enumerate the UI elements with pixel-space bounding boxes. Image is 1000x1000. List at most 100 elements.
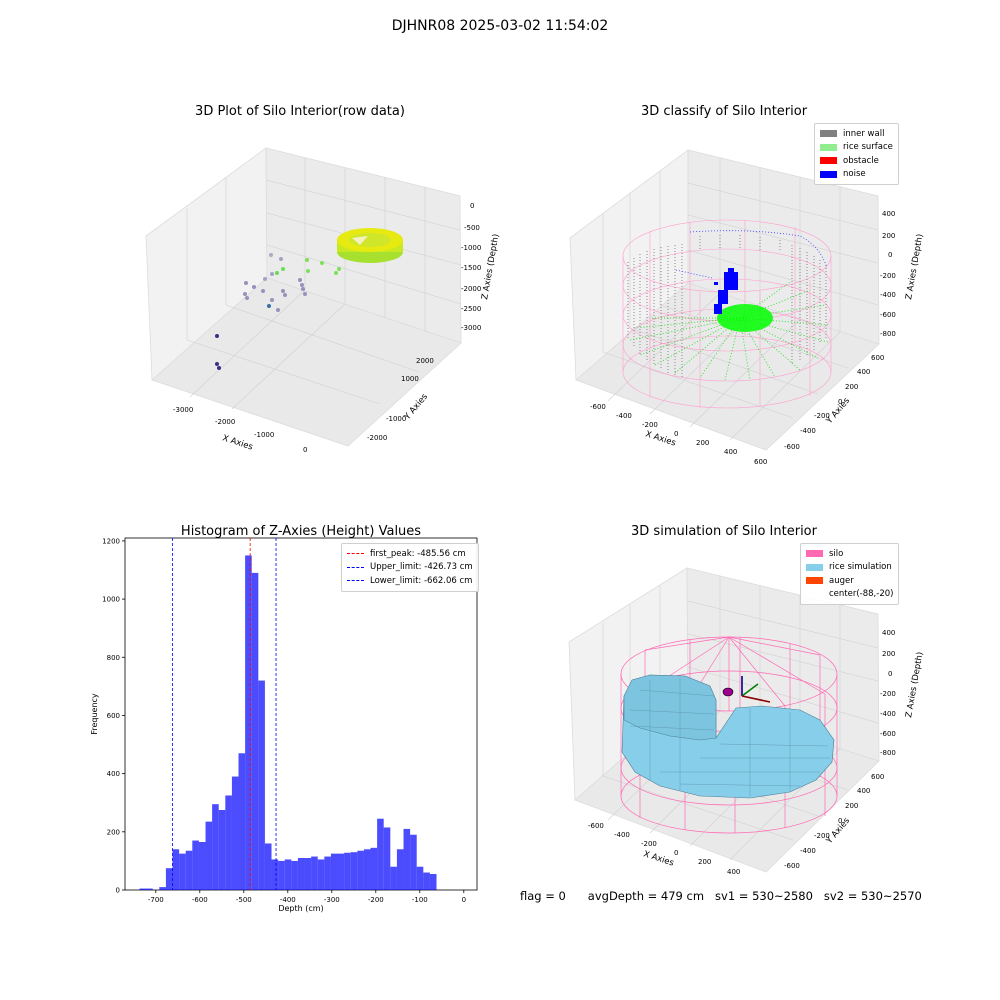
raw-x-tick: -3000 (173, 406, 193, 414)
classify-x-tick: 400 (724, 448, 737, 456)
simulation-plot-title: 3D simulation of Silo Interior (631, 524, 817, 539)
histogram-bar (317, 859, 325, 890)
classify-legend: inner wall rice surface obstacle noise (814, 123, 899, 185)
simulation-z-tick: 200 (882, 650, 895, 658)
legend-item-silo: silo (806, 547, 893, 561)
histogram-x-tick-label: -400 (280, 896, 296, 904)
histogram-x-tick-label: -200 (368, 896, 384, 904)
legend-item-rice-simulation: rice simulation (806, 561, 893, 575)
simulation-y-tick: 400 (857, 787, 870, 795)
lower-limit-line-swatch (347, 580, 364, 582)
histogram-bar (205, 821, 213, 890)
simulation-x-tick: 0 (674, 849, 678, 857)
simulation-x-tick: 200 (698, 858, 711, 866)
histogram-y-tick-label: 200 (107, 828, 120, 836)
legend-item-first-peak: first_peak: -485.56 cm (347, 547, 473, 561)
classify-x-tick: -200 (642, 421, 658, 429)
simulation-z-tick: 0 (888, 670, 892, 678)
avg-depth-text: avgDepth = 479 cm (587, 889, 705, 903)
raw-x-tick: -1000 (254, 431, 274, 439)
classify-z-label: Z Axies (Depth) (904, 233, 925, 300)
raw-y-tick: -1000 (386, 415, 406, 423)
simulation-x-label: X Axies (642, 849, 675, 868)
simulation-y-tick: 0 (838, 817, 842, 825)
simulation-x-ticks: -600 -400 -200 0 200 400 (588, 822, 740, 876)
histogram-title: Histogram of Z-Axies (Height) Values (180, 524, 422, 539)
classify-z-tick: 400 (882, 210, 895, 218)
classify-y-tick: 400 (857, 368, 870, 376)
histogram-bar (238, 753, 246, 890)
raw-z-tick: -1000 (461, 244, 481, 252)
histogram-bar (271, 859, 279, 890)
raw-z-tick: -1500 (461, 264, 481, 272)
histogram-bar (165, 868, 173, 890)
raw-silo-ring (337, 228, 403, 263)
histogram-y-ticks: 0 200 400 600 800 1000 1200 (102, 537, 125, 895)
raw-y-tick: 1000 (401, 375, 419, 383)
histogram-bar (423, 872, 430, 890)
histogram-x-ticks: -700 -600 -500 -400 -300 -200 -100 0 (148, 890, 466, 904)
raw-y-label: Y Axies (402, 392, 430, 423)
classify-plot-title: 3D classify of Silo Interior (640, 104, 808, 119)
simulation-z-tick: -600 (880, 730, 896, 738)
histogram-bar (344, 852, 351, 890)
histogram-bar (297, 858, 305, 890)
simulation-y-tick: -200 (814, 832, 830, 840)
classify-y-tick: 600 (871, 354, 884, 362)
legend-item-rice-surface: rice surface (820, 141, 893, 155)
histogram-bar (416, 866, 424, 890)
classify-noise-points (714, 268, 738, 314)
raw-3d-plot: 0 -500 -1000 -1500 -2000 -2500 -3000 Z A… (145, 147, 500, 454)
histogram-legend: first_peak: -485.56 cm Upper_limit: -426… (341, 543, 479, 592)
raw-x-label: X Axies (221, 433, 254, 452)
first-peak-line-swatch (347, 553, 364, 555)
classify-y-tick: -600 (784, 443, 800, 451)
histogram-bar (410, 834, 417, 890)
raw-y-tick: 2000 (416, 357, 434, 365)
histogram-bar (370, 847, 378, 890)
auger-swatch (806, 577, 823, 585)
raw-z-tick: -2000 (461, 285, 481, 293)
histogram-bar (377, 818, 384, 890)
raw-plot-title: 3D Plot of Silo Interior(row data) (195, 104, 405, 119)
figure-title: DJHNR08 2025-03-02 11:54:02 (391, 18, 609, 34)
histogram-bar (264, 843, 272, 890)
simulation-z-ticks: 400 200 0 -200 -400 -600 -800 (880, 629, 896, 757)
histogram-x-tick-label: -500 (236, 896, 252, 904)
raw-y-tick: -2000 (367, 434, 387, 442)
histogram-bar (231, 776, 239, 890)
histogram-y-label: Frequency (90, 693, 99, 735)
rice-simulation-swatch (806, 563, 823, 571)
simulation-x-tick: 400 (727, 868, 740, 876)
classify-y-tick: 200 (845, 383, 858, 391)
histogram-y-tick-label: 0 (116, 887, 120, 895)
classify-y-ticks: 600 400 200 0 -200 -400 -600 (784, 354, 884, 451)
histogram-x-tick-label: -100 (412, 896, 428, 904)
classify-x-tick: 600 (754, 458, 767, 466)
silo-swatch (806, 550, 823, 558)
classify-x-tick: -400 (616, 412, 632, 420)
histogram-bar (311, 856, 318, 890)
histogram-y-tick-label: 400 (107, 770, 120, 778)
histogram-y-tick-label: 800 (107, 654, 120, 662)
histogram-chart: -700 -600 -500 -400 -300 -200 -100 0 0 200 400 600… (90, 537, 478, 913)
histogram-bar (198, 842, 206, 890)
histogram-x-tick-label: -300 (324, 896, 340, 904)
histogram-bar (291, 860, 298, 890)
histogram-bar (218, 810, 226, 890)
histogram-bar (324, 856, 331, 890)
histogram-bar (284, 859, 292, 890)
noise-swatch (820, 170, 837, 178)
histogram-bar (159, 887, 166, 890)
histogram-bar (278, 860, 285, 890)
legend-item-center: center(-88,-20) (806, 588, 893, 602)
raw-x-tick: 0 (303, 446, 307, 454)
histogram-bar (350, 852, 358, 890)
rice-surface-swatch (820, 143, 837, 151)
raw-scatter-points (215, 253, 341, 370)
histogram-x-tick-label: 0 (462, 896, 466, 904)
simulation-y-tick: -600 (784, 862, 800, 870)
classify-3d-plot: 400 200 0 -200 -400 -600 -800 Z Axies (D… (569, 149, 926, 466)
simulation-x-tick: -200 (641, 840, 657, 848)
histogram-y-tick-label: 1200 (102, 537, 120, 545)
